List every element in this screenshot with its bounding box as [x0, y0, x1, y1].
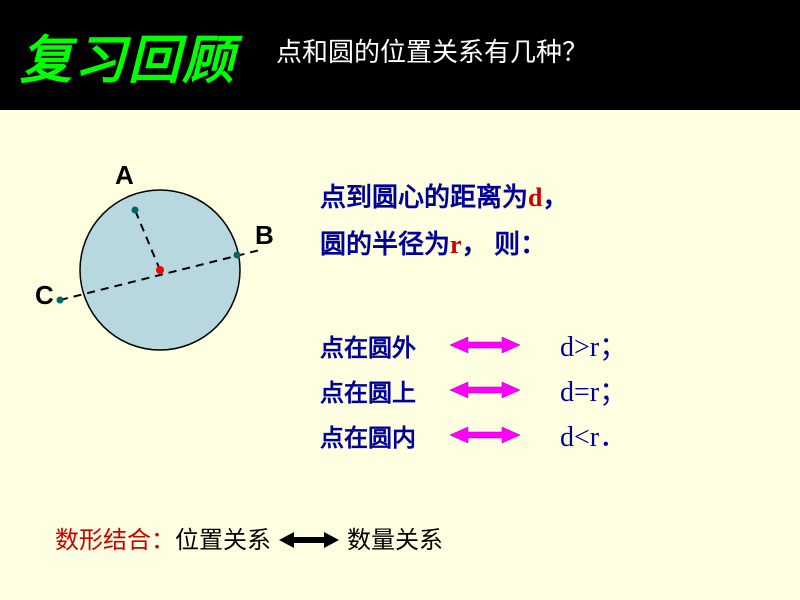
double-arrow-icon — [450, 425, 520, 445]
footer-row: 数形结合： 位置关系 数量关系 — [55, 520, 443, 555]
relation-formula-2: d<r． — [560, 415, 627, 455]
header: 复习回顾 点和圆的位置关系有几种？ — [0, 0, 800, 110]
point-c — [57, 297, 64, 304]
point-a — [132, 207, 139, 214]
relation-label-2: 点在圆内 — [320, 418, 450, 453]
relation-label-1: 点在圆上 — [320, 373, 450, 408]
relation-row-2: 点在圆内 d<r． — [320, 415, 627, 455]
center-point — [156, 266, 164, 274]
label-c: C — [35, 280, 54, 311]
intro-var-d: d — [528, 183, 542, 212]
label-b: B — [255, 220, 274, 251]
footer-right: 数量关系 — [347, 520, 443, 555]
footer-left: 位置关系 — [175, 520, 271, 555]
label-a: A — [115, 160, 134, 191]
relation-label-0: 点在圆外 — [320, 328, 450, 363]
relation-formula-0: d>r； — [560, 325, 627, 365]
intro-line2-post: ， 则： — [462, 230, 547, 259]
header-question: 点和圆的位置关系有几种？ — [276, 32, 588, 69]
intro-line1-pre: 点到圆心的距离为 — [320, 183, 528, 212]
intro-line2-pre: 圆的半径为 — [320, 230, 450, 259]
intro-line1-post: ， — [542, 183, 568, 212]
relation-formula-1: d=r； — [560, 370, 627, 410]
relation-row-0: 点在圆外 d>r； — [320, 325, 627, 365]
black-double-arrow-icon — [279, 529, 339, 547]
review-title: 复习回顾 — [20, 18, 236, 93]
intro-var-r: r — [450, 230, 462, 259]
intro-line1: 点到圆心的距离为d， — [320, 175, 569, 222]
relation-row-1: 点在圆上 d=r； — [320, 370, 627, 410]
point-b — [234, 252, 241, 259]
double-arrow-icon — [450, 380, 520, 400]
intro-text: 点到圆心的距离为d， 圆的半径为r， 则： — [320, 175, 569, 269]
footer-prefix: 数形结合： — [55, 520, 175, 555]
double-arrow-icon — [450, 335, 520, 355]
content-area: A B C 点到圆心的距离为d， 圆的半径为r， 则： 点在圆外 d>r； 点在… — [0, 110, 800, 600]
diagram-svg — [40, 160, 300, 380]
circle-diagram — [40, 160, 300, 385]
intro-line2: 圆的半径为r， 则： — [320, 222, 569, 269]
